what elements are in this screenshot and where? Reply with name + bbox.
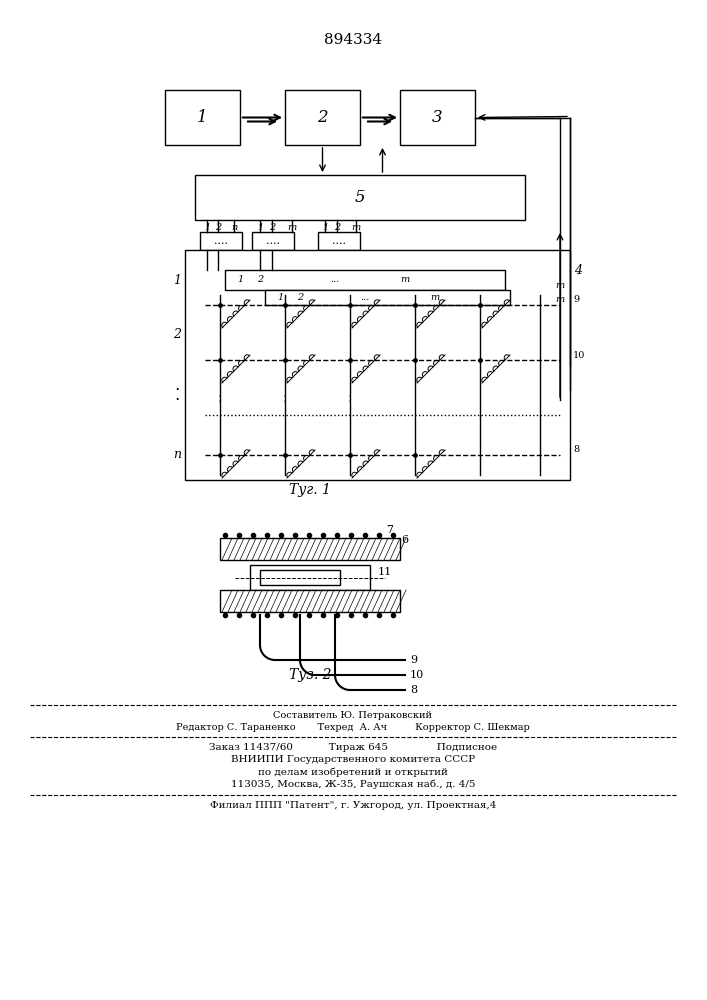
Text: 8: 8 xyxy=(410,685,417,695)
Text: 1: 1 xyxy=(204,223,210,232)
Text: 2: 2 xyxy=(334,223,340,232)
Text: :: : xyxy=(218,391,222,405)
Text: 9: 9 xyxy=(573,296,579,304)
Bar xyxy=(265,290,510,305)
Bar xyxy=(220,538,400,560)
Text: .: . xyxy=(175,376,180,393)
Text: 2: 2 xyxy=(317,109,328,126)
Text: 5: 5 xyxy=(355,189,366,206)
Bar xyxy=(400,90,475,145)
Text: 9: 9 xyxy=(410,655,417,665)
Text: Τуг. 1: Τуг. 1 xyxy=(289,483,331,497)
Bar xyxy=(195,175,525,220)
Text: 894334: 894334 xyxy=(324,33,382,47)
Text: Редактор С. Тараненко       Техред  А. Ач         Корректор С. Шекмар: Редактор С. Тараненко Техред А. Ач Корре… xyxy=(176,724,530,732)
Text: m: m xyxy=(287,223,297,232)
Text: m: m xyxy=(351,223,361,232)
Text: 1: 1 xyxy=(197,109,208,126)
Text: Τуз. 2: Τуз. 2 xyxy=(288,668,332,682)
Text: m: m xyxy=(400,275,409,284)
Text: 1: 1 xyxy=(322,223,328,232)
Text: Филиал ППП "Патент", г. Ужгород, ул. Проектная,4: Филиал ППП "Патент", г. Ужгород, ул. Про… xyxy=(210,800,496,810)
Text: 1: 1 xyxy=(237,275,243,284)
Text: n: n xyxy=(173,448,181,462)
Text: ....: .... xyxy=(332,236,346,246)
Text: ВНИИПИ Государственного комитета СССР: ВНИИПИ Государственного комитета СССР xyxy=(231,756,475,764)
Text: 6: 6 xyxy=(402,535,409,545)
Text: :: : xyxy=(283,391,287,405)
Text: ....: .... xyxy=(266,236,280,246)
Text: 1: 1 xyxy=(257,223,263,232)
Text: m: m xyxy=(431,292,440,302)
Text: 11: 11 xyxy=(378,567,392,577)
Text: ....: .... xyxy=(214,236,228,246)
Text: ...: ... xyxy=(361,292,370,302)
Text: 2: 2 xyxy=(257,275,263,284)
Bar xyxy=(318,232,360,250)
Text: 113035, Москва, Ж-35, Раушская наб., д. 4/5: 113035, Москва, Ж-35, Раушская наб., д. … xyxy=(230,779,475,789)
Text: 2: 2 xyxy=(269,223,275,232)
Text: 2: 2 xyxy=(215,223,221,232)
Bar xyxy=(185,250,570,480)
Text: 1: 1 xyxy=(173,273,181,286)
Text: 7: 7 xyxy=(387,525,394,535)
Text: 10: 10 xyxy=(573,351,585,360)
Text: m: m xyxy=(556,280,565,290)
Text: Составитель Ю. Петраковский: Составитель Ю. Петраковский xyxy=(274,710,433,720)
Text: 2: 2 xyxy=(173,328,181,342)
Bar xyxy=(250,565,370,590)
Text: по делам изобретений и открытий: по делам изобретений и открытий xyxy=(258,767,448,777)
Bar xyxy=(220,590,400,612)
Text: Заказ 11437/60           Тираж 645               Подписное: Заказ 11437/60 Тираж 645 Подписное xyxy=(209,742,497,752)
Text: 10: 10 xyxy=(410,670,424,680)
Text: :: : xyxy=(348,391,352,405)
Bar xyxy=(285,90,360,145)
Bar xyxy=(252,232,294,250)
Bar xyxy=(200,232,242,250)
Text: 2: 2 xyxy=(297,292,303,302)
Text: m: m xyxy=(556,296,565,304)
Text: 8: 8 xyxy=(573,446,579,454)
Text: ...: ... xyxy=(330,275,339,284)
Text: .: . xyxy=(175,386,180,403)
Bar xyxy=(260,570,340,585)
Bar xyxy=(225,270,505,290)
Text: 4: 4 xyxy=(574,263,582,276)
Text: 3: 3 xyxy=(432,109,443,126)
Text: n: n xyxy=(231,223,237,232)
Text: 1: 1 xyxy=(277,292,283,302)
Bar xyxy=(165,90,240,145)
